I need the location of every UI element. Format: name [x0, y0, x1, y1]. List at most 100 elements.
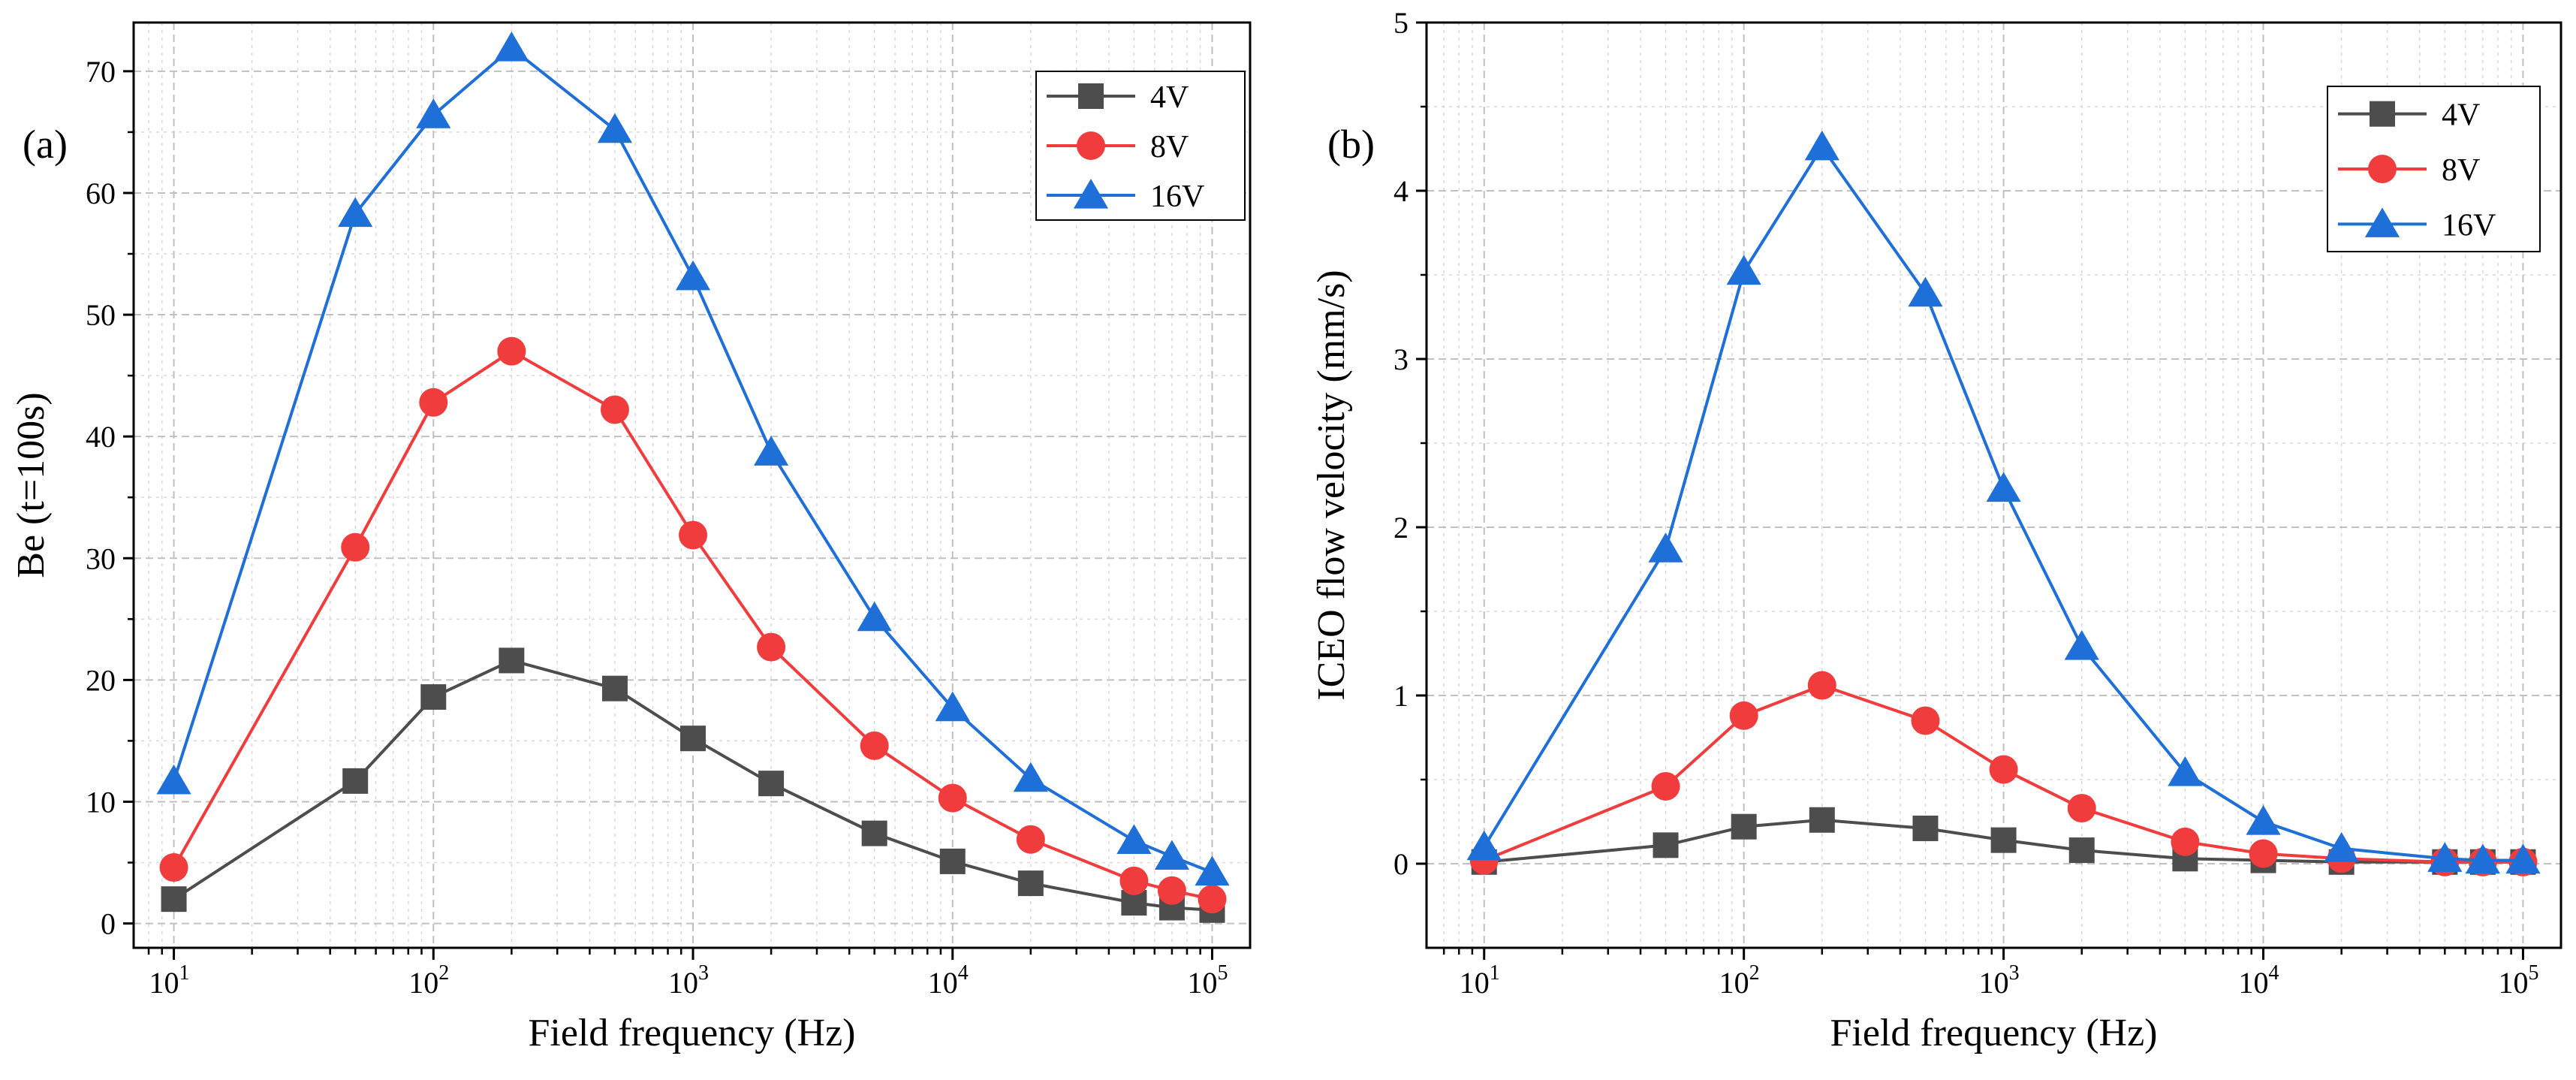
data-point-4v	[601, 675, 628, 701]
data-point-16v	[1908, 276, 1943, 307]
x-tick-label: 103	[668, 961, 709, 1000]
data-point-16v	[1804, 130, 1839, 161]
legend-label-16v: 16V	[2442, 208, 2496, 243]
legend-marker-4v	[2370, 101, 2395, 127]
data-point-4v	[342, 768, 369, 794]
data-point-8v	[1198, 885, 1227, 914]
data-point-16v	[338, 197, 373, 228]
data-point-4v	[1653, 832, 1679, 858]
data-point-8v	[497, 336, 526, 366]
y-tick-label: 0	[101, 907, 116, 941]
data-point-8v	[1807, 671, 1836, 700]
data-point-4v	[2068, 837, 2095, 864]
data-point-8v	[860, 731, 889, 760]
y-tick-label: 70	[86, 55, 116, 89]
legend-label-8v: 8V	[1150, 130, 1189, 164]
panel-label: (a)	[23, 122, 68, 167]
legend-marker-16v	[2364, 207, 2400, 237]
data-point-16v	[494, 32, 529, 62]
x-tick-label: 104	[928, 961, 969, 1000]
data-point-4v	[161, 886, 187, 913]
x-tick-label: 104	[2239, 961, 2279, 1000]
data-point-8v	[419, 388, 448, 417]
x-tick-label: 102	[1719, 961, 1760, 1000]
data-point-16v	[753, 436, 789, 466]
data-point-8v	[1119, 866, 1149, 895]
plot-frame	[1425, 21, 2562, 949]
series-16v	[1466, 130, 2541, 874]
x-tick-exponent: 1	[179, 961, 190, 985]
data-point-8v	[938, 783, 967, 813]
legend-marker-8v	[1077, 131, 1105, 160]
legend: 4V 8V 16V	[2327, 86, 2541, 252]
data-point-8v	[2067, 794, 2096, 823]
data-point-4v	[939, 848, 966, 874]
y-axis-label: ICEO flow velocity (mm/s)	[1310, 270, 1353, 700]
data-point-16v	[2505, 843, 2541, 874]
y-tick-label: 0	[1393, 847, 1409, 881]
x-tick-base: 10	[928, 966, 958, 1000]
y-tick-label: 10	[86, 785, 116, 819]
data-point-4v	[861, 820, 887, 846]
data-point-8v	[1157, 876, 1186, 905]
x-tick-base: 10	[1719, 966, 1749, 1000]
x-tick-label: 102	[408, 961, 449, 1000]
x-tick-label: 101	[1460, 961, 1500, 1000]
x-tick-label: 101	[149, 961, 190, 1000]
legend-label-16v: 16V	[1150, 179, 1204, 214]
data-point-8v	[757, 632, 786, 662]
y-tick-label: 3	[1393, 342, 1409, 376]
data-point-16v	[156, 764, 191, 795]
data-point-16v	[1648, 532, 1683, 563]
x-tick-exponent: 4	[2269, 961, 2279, 985]
data-point-4v	[1809, 807, 1835, 833]
data-point-4v	[499, 647, 525, 674]
panel-label: (b)	[1327, 122, 1375, 167]
data-point-8v	[159, 853, 188, 882]
data-point-16v	[1116, 824, 1152, 854]
y-tick-label: 60	[86, 176, 116, 210]
data-point-4v	[1017, 870, 1044, 897]
data-point-8v	[679, 520, 708, 550]
x-tick-exponent: 2	[438, 961, 449, 985]
data-point-4v	[420, 684, 447, 710]
data-point-4v	[1990, 827, 2017, 853]
data-point-16v	[2246, 805, 2281, 835]
data-point-8v	[600, 395, 629, 424]
legend-marker-16v	[1073, 179, 1109, 209]
y-tick-label: 40	[86, 420, 116, 454]
data-point-8v	[1016, 825, 1045, 854]
y-tick-label: 20	[86, 663, 116, 697]
data-point-16v	[597, 113, 633, 143]
x-tick-base: 10	[1460, 966, 1490, 1000]
y-tick-label: 1	[1393, 679, 1409, 713]
data-point-16v	[1013, 762, 1048, 792]
legend-marker-8v	[2368, 155, 2397, 183]
legend: 4V 8V 16V	[1035, 71, 1246, 221]
data-point-8v	[1651, 771, 1680, 801]
x-tick-exponent: 2	[1749, 961, 1760, 985]
x-tick-exponent: 5	[2528, 961, 2538, 985]
data-point-16v	[857, 601, 892, 632]
y-axis-label: Be (t=100s)	[10, 392, 53, 578]
x-tick-exponent: 3	[2009, 961, 2020, 985]
series-16v	[156, 32, 1230, 886]
y-tick-label: 5	[1393, 6, 1409, 40]
y-tick-label: 30	[86, 542, 116, 575]
y-tick-label: 50	[86, 298, 116, 332]
x-tick-label: 105	[1187, 961, 1228, 1000]
data-point-16v	[416, 98, 451, 128]
x-tick-base: 10	[149, 966, 179, 1000]
x-tick-exponent: 1	[1490, 961, 1500, 985]
x-tick-exponent: 5	[1217, 961, 1228, 985]
x-tick-base: 10	[2239, 966, 2269, 1000]
data-point-8v	[1911, 706, 1940, 735]
data-point-16v	[2324, 831, 2359, 862]
y-tick-label: 4	[1393, 174, 1409, 208]
data-point-4v	[1731, 813, 1757, 840]
legend-label-8v: 8V	[2442, 153, 2480, 188]
